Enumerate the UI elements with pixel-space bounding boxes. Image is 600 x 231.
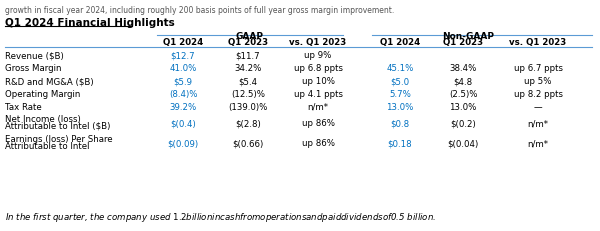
Text: $(0.66): $(0.66): [232, 139, 263, 148]
Text: $11.7: $11.7: [236, 51, 260, 60]
Text: $(0.2): $(0.2): [450, 119, 476, 128]
Text: n/m*: n/m*: [527, 119, 548, 128]
Text: up 6.8 ppts: up 6.8 ppts: [293, 64, 343, 73]
Text: —: —: [533, 103, 542, 112]
Text: Earnings (loss) Per Share: Earnings (loss) Per Share: [5, 134, 113, 143]
Text: 39.2%: 39.2%: [169, 103, 197, 112]
Text: $5.0: $5.0: [391, 77, 410, 86]
Text: (139.0)%: (139.0)%: [229, 103, 268, 112]
Text: $(0.4): $(0.4): [170, 119, 196, 128]
Text: Q1 2024: Q1 2024: [380, 38, 420, 47]
Text: up 86%: up 86%: [302, 119, 335, 128]
Text: 41.0%: 41.0%: [169, 64, 197, 73]
Text: Q1 2024 Financial Highlights: Q1 2024 Financial Highlights: [5, 18, 175, 28]
Text: Q1 2023: Q1 2023: [443, 38, 483, 47]
Text: $4.8: $4.8: [454, 77, 473, 86]
Text: R&D and MG&A ($B): R&D and MG&A ($B): [5, 77, 94, 86]
Text: 5.7%: 5.7%: [389, 90, 411, 99]
Text: vs. Q1 2023: vs. Q1 2023: [509, 38, 566, 47]
Text: 13.0%: 13.0%: [449, 103, 476, 112]
Text: growth in fiscal year 2024, including roughly 200 basis points of full year gros: growth in fiscal year 2024, including ro…: [5, 6, 394, 15]
Text: In the first quarter, the company used $1.2 billion in cash from operations and : In the first quarter, the company used $…: [5, 210, 436, 223]
Text: up 9%: up 9%: [304, 51, 332, 60]
Text: 13.0%: 13.0%: [386, 103, 413, 112]
Text: 38.4%: 38.4%: [449, 64, 476, 73]
Text: $5.9: $5.9: [173, 77, 193, 86]
Text: up 5%: up 5%: [524, 77, 552, 86]
Text: up 86%: up 86%: [302, 139, 335, 148]
Text: 45.1%: 45.1%: [386, 64, 413, 73]
Text: Q1 2024: Q1 2024: [163, 38, 203, 47]
Text: up 8.2 ppts: up 8.2 ppts: [514, 90, 563, 99]
Text: (12.5)%: (12.5)%: [231, 90, 265, 99]
Text: up 10%: up 10%: [302, 77, 335, 86]
Text: vs. Q1 2023: vs. Q1 2023: [289, 38, 347, 47]
Text: GAAP: GAAP: [236, 32, 264, 41]
Text: $0.8: $0.8: [391, 119, 410, 128]
Text: up 4.1 ppts: up 4.1 ppts: [293, 90, 343, 99]
Text: $(2.8): $(2.8): [235, 119, 261, 128]
Text: Tax Rate: Tax Rate: [5, 103, 42, 112]
Text: (8.4)%: (8.4)%: [169, 90, 197, 99]
Text: Operating Margin: Operating Margin: [5, 90, 80, 99]
Text: $0.18: $0.18: [388, 139, 412, 148]
Text: up 6.7 ppts: up 6.7 ppts: [514, 64, 563, 73]
Text: $(0.09): $(0.09): [167, 139, 199, 148]
Text: Attributable to Intel: Attributable to Intel: [5, 141, 89, 150]
Text: (2.5)%: (2.5)%: [449, 90, 477, 99]
Text: n/m*: n/m*: [308, 103, 329, 112]
Text: n/m*: n/m*: [527, 139, 548, 148]
Text: $(0.04): $(0.04): [448, 139, 479, 148]
Text: $12.7: $12.7: [170, 51, 196, 60]
Text: Q1 2023: Q1 2023: [228, 38, 268, 47]
Text: Net Income (loss): Net Income (loss): [5, 115, 81, 123]
Text: Attributable to Intel ($B): Attributable to Intel ($B): [5, 122, 110, 131]
Text: Non-GAAP: Non-GAAP: [442, 32, 494, 41]
Text: Revenue ($B): Revenue ($B): [5, 51, 64, 60]
Text: $5.4: $5.4: [238, 77, 257, 86]
Text: Gross Margin: Gross Margin: [5, 64, 62, 73]
Text: 34.2%: 34.2%: [235, 64, 262, 73]
